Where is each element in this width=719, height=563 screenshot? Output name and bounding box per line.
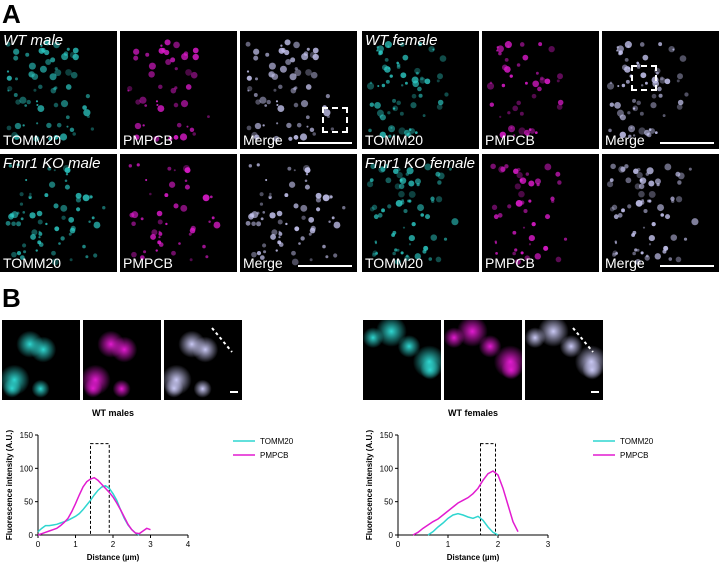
intensity-profile-wt-males: WT males 0 50 100 150 0 1 2 3 4 Distance (µm) Fluor… bbox=[5, 408, 294, 562]
fmr1-ko-male-pmpcb-image: PMPCB bbox=[120, 154, 237, 272]
legend-label: TOMM20 bbox=[620, 437, 654, 446]
merge-zoom-image bbox=[525, 320, 603, 400]
tomm20-zoom-image bbox=[363, 320, 441, 400]
y-tick-label: 150 bbox=[20, 431, 34, 440]
wt-male-pmpcb-image: PMPCB bbox=[120, 31, 237, 149]
channel-label: Merge bbox=[605, 255, 645, 271]
y-axis-label: Fluorescence intensity (A.U.) bbox=[5, 430, 14, 541]
intensity-profile-wt-females: WT females 0 50 100 150 0 1 2 3 Distance (µm) Fluo… bbox=[365, 408, 654, 562]
x-tick-label: 0 bbox=[396, 540, 401, 549]
legend-label: PMPCB bbox=[620, 451, 648, 460]
chart-title: WT females bbox=[448, 408, 498, 418]
fluorescence-puncta bbox=[245, 39, 335, 142]
zoom-region-box bbox=[322, 107, 348, 133]
wt-female-pmpcb-image: PMPCB bbox=[482, 31, 599, 149]
series-line-tomm20 bbox=[37, 484, 140, 536]
micrograph-grid-male: WT male TOMM20 PMPCB Merge Fmr1 KO male TOMM2… bbox=[0, 31, 357, 272]
x-tick-label: 2 bbox=[111, 540, 116, 549]
condition-label: Fmr1 KO female bbox=[365, 155, 476, 172]
y-tick-label: 50 bbox=[384, 498, 393, 507]
channel-label: TOMM20 bbox=[3, 255, 62, 271]
pmpcb-zoom-image bbox=[83, 320, 161, 400]
series-line-pmpcb bbox=[37, 476, 151, 536]
fluorescence-puncta bbox=[490, 163, 568, 265]
x-tick-label: 2 bbox=[496, 540, 501, 549]
chart-title: WT males bbox=[92, 408, 134, 418]
fluorescence-puncta bbox=[367, 41, 449, 139]
fmr1-ko-female-merge-image: Merge bbox=[602, 154, 719, 272]
zoom-images-female bbox=[363, 320, 607, 400]
channel-label: Merge bbox=[605, 132, 645, 148]
x-tick-label: 0 bbox=[36, 540, 41, 549]
wt-male-tomm20-image: WT male TOMM20 bbox=[0, 31, 117, 149]
legend-label: PMPCB bbox=[260, 451, 288, 460]
scale-bar bbox=[298, 265, 352, 267]
y-tick-label: 50 bbox=[24, 498, 33, 507]
merge-zoom-image bbox=[164, 320, 242, 400]
channel-label: TOMM20 bbox=[3, 132, 62, 148]
y-tick-label: 100 bbox=[20, 464, 34, 473]
tomm20-zoom-image bbox=[2, 320, 80, 400]
channel-label: TOMM20 bbox=[365, 255, 424, 271]
x-tick-label: 3 bbox=[546, 540, 551, 549]
fluorescence-puncta bbox=[607, 163, 699, 265]
panel-letter-a: A bbox=[2, 0, 21, 29]
fluorescence-puncta bbox=[128, 163, 221, 262]
y-tick-label: 150 bbox=[380, 431, 394, 440]
fluorescence-puncta bbox=[245, 163, 346, 266]
condition-label: WT male bbox=[3, 32, 63, 49]
wt-male-merge-image: Merge bbox=[240, 31, 357, 149]
zoom-region-box bbox=[631, 65, 657, 91]
fluorescence-puncta bbox=[5, 163, 106, 266]
condition-label: WT female bbox=[365, 32, 438, 49]
y-tick-label: 0 bbox=[389, 531, 394, 540]
wt-female-tomm20-image: WT female TOMM20 bbox=[362, 31, 479, 149]
legend-label: TOMM20 bbox=[260, 437, 294, 446]
channel-label: PMPCB bbox=[485, 132, 535, 148]
scale-bar bbox=[660, 265, 714, 267]
y-axis-label: Fluorescence intensity (A.U.) bbox=[365, 430, 374, 541]
fluorescence-puncta bbox=[487, 41, 564, 139]
fmr1-ko-female-tomm20-image: Fmr1 KO female TOMM20 bbox=[362, 154, 479, 272]
channel-label: PMPCB bbox=[485, 255, 535, 271]
series-line-tomm20 bbox=[427, 512, 499, 536]
micrograph-grid-female: WT female TOMM20 PMPCB Merge Fmr1 KO female T… bbox=[362, 31, 719, 272]
scale-bar bbox=[660, 142, 714, 144]
wt-female-merge-image: Merge bbox=[602, 31, 719, 149]
series-line-pmpcb bbox=[412, 470, 519, 536]
scale-bar bbox=[298, 142, 352, 144]
panel-letter-b: B bbox=[2, 283, 21, 313]
x-tick-label: 3 bbox=[148, 540, 153, 549]
fluorescence-puncta bbox=[127, 39, 210, 142]
channel-label: TOMM20 bbox=[365, 132, 424, 148]
fluorescence-puncta bbox=[5, 39, 95, 142]
fluorescence-puncta bbox=[367, 163, 459, 265]
x-axis-label: Distance (µm) bbox=[87, 553, 140, 562]
highlight-box bbox=[480, 443, 496, 536]
y-tick-label: 100 bbox=[380, 464, 394, 473]
x-tick-label: 4 bbox=[186, 540, 191, 549]
zoom-images-male bbox=[2, 320, 243, 400]
channel-label: Merge bbox=[243, 255, 283, 271]
channel-label: PMPCB bbox=[123, 132, 173, 148]
fmr1-ko-male-tomm20-image: Fmr1 KO male TOMM20 bbox=[0, 154, 117, 272]
channel-label: PMPCB bbox=[123, 255, 173, 271]
x-axis-label: Distance (µm) bbox=[447, 553, 500, 562]
y-tick-label: 0 bbox=[29, 531, 34, 540]
fmr1-ko-male-merge-image: Merge bbox=[240, 154, 357, 272]
condition-label: Fmr1 KO male bbox=[3, 155, 101, 172]
fmr1-ko-female-pmpcb-image: PMPCB bbox=[482, 154, 599, 272]
channel-label: Merge bbox=[243, 132, 283, 148]
x-tick-label: 1 bbox=[73, 540, 78, 549]
pmpcb-zoom-image bbox=[444, 320, 522, 400]
x-tick-label: 1 bbox=[446, 540, 451, 549]
